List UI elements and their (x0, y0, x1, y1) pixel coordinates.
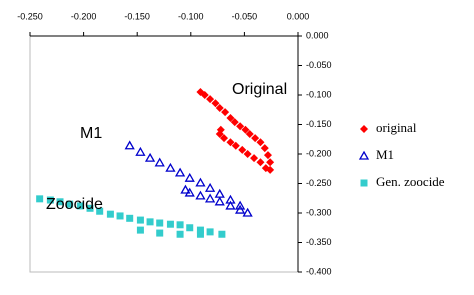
point (236, 122, 245, 131)
point (242, 207, 253, 217)
point (234, 204, 246, 214)
point (231, 141, 240, 150)
point (176, 221, 184, 229)
point (230, 118, 239, 127)
legend-marker (360, 179, 368, 187)
point (186, 224, 194, 232)
annotation: Original (232, 81, 287, 98)
y-tick-label: -0.050 (306, 60, 332, 70)
legend-marker (358, 150, 370, 160)
point (200, 91, 209, 99)
point (226, 114, 235, 123)
point (211, 99, 220, 108)
y-tick-label: 0.000 (306, 30, 329, 40)
point (196, 226, 204, 234)
point (225, 200, 236, 210)
point (96, 207, 104, 215)
legend-label: original (376, 120, 417, 135)
x-tick-label: -0.250 (17, 11, 43, 21)
point (234, 200, 246, 210)
legend-label: M1 (376, 147, 394, 162)
point (124, 140, 135, 150)
point (214, 196, 225, 206)
point (156, 229, 164, 237)
y-tick-label: -0.200 (306, 148, 332, 158)
point (196, 230, 204, 238)
point (204, 193, 216, 203)
point (106, 210, 114, 218)
point (174, 167, 186, 177)
point (263, 151, 272, 160)
point (76, 202, 84, 210)
point (206, 228, 214, 236)
point (251, 134, 260, 143)
x-tick-label: -0.200 (71, 11, 97, 21)
y-tick-label: -0.100 (306, 89, 332, 99)
point (256, 158, 265, 167)
point (256, 138, 265, 147)
point (245, 129, 254, 138)
y-tick-label: -0.300 (306, 207, 332, 217)
point (46, 196, 54, 204)
point (56, 198, 64, 206)
point (136, 216, 144, 224)
point (136, 226, 144, 234)
point (156, 219, 164, 227)
y-tick-label: -0.150 (306, 119, 332, 129)
point (116, 212, 124, 220)
legend-label: Gen. zoocide (376, 174, 445, 189)
point (204, 182, 216, 192)
point (266, 158, 275, 167)
point (166, 220, 174, 228)
point (216, 125, 225, 134)
point (221, 108, 230, 117)
annotation: M1 (80, 125, 102, 142)
point (144, 152, 156, 162)
point (238, 145, 247, 154)
point (176, 230, 184, 238)
y-tick-label: -0.350 (306, 237, 332, 247)
plot-frame (29, 35, 299, 273)
point (220, 134, 229, 143)
point (165, 162, 176, 172)
point (180, 184, 191, 194)
point (86, 204, 94, 212)
point (218, 230, 226, 238)
legend-marker (360, 125, 368, 133)
point (260, 144, 269, 153)
point (195, 177, 206, 187)
point (250, 154, 259, 163)
annotation: Zoocide (46, 196, 103, 213)
y-tick-label: -0.400 (306, 266, 332, 276)
x-tick-label: 0.000 (287, 11, 310, 21)
point (36, 195, 44, 203)
y-tick-label: -0.250 (306, 178, 332, 188)
point (195, 190, 206, 200)
point (66, 200, 74, 208)
point (135, 146, 146, 156)
x-tick-label: -0.150 (124, 11, 150, 21)
point (243, 150, 252, 158)
point (241, 125, 250, 134)
x-tick-label: -0.050 (232, 11, 258, 21)
point (126, 214, 134, 222)
point (215, 103, 224, 112)
point (184, 172, 195, 182)
x-tick-label: -0.100 (178, 11, 204, 21)
point (261, 164, 270, 173)
point (146, 218, 154, 226)
point (226, 138, 235, 147)
point (206, 95, 215, 104)
point (214, 188, 225, 198)
point (154, 157, 165, 167)
